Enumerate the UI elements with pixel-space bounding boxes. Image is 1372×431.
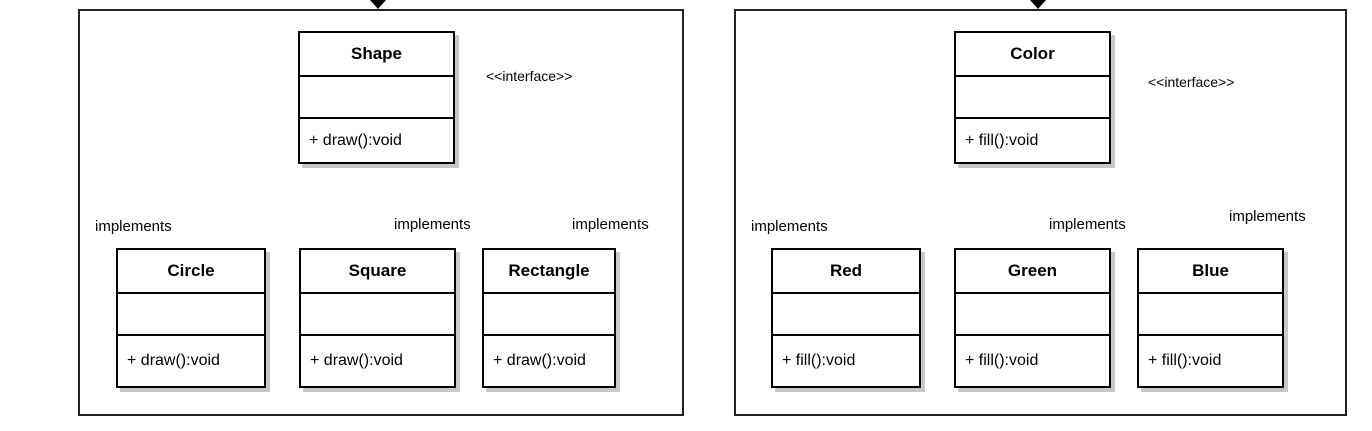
color-stereotype: <<interface>>	[1148, 74, 1235, 90]
square-class-box: Square + draw():void	[299, 248, 456, 388]
attributes-section	[484, 294, 614, 336]
attributes-section	[300, 77, 453, 119]
class-name: Rectangle	[484, 250, 614, 294]
color-interface-box: Color + fill():void	[954, 31, 1111, 164]
class-name: Shape	[300, 33, 453, 77]
rectangle-class-box: Rectangle + draw():void	[482, 248, 616, 388]
attributes-section	[773, 294, 919, 336]
red-class-box: Red + fill():void	[771, 248, 921, 388]
class-name: Square	[301, 250, 454, 294]
implements-label-red: implements	[751, 218, 828, 235]
implements-label-green: implements	[1049, 216, 1126, 233]
attributes-section	[118, 294, 264, 336]
class-name: Circle	[118, 250, 264, 294]
operation: + draw():void	[493, 352, 586, 369]
operation: + fill():void	[965, 131, 1039, 149]
attributes-section	[956, 294, 1109, 336]
implements-label-blue: implements	[1229, 208, 1306, 225]
implements-label-circle: implements	[95, 218, 172, 235]
green-class-box: Green + fill():void	[954, 248, 1111, 388]
class-name: Red	[773, 250, 919, 294]
shape-stereotype: <<interface>>	[486, 68, 573, 84]
incoming-arrowhead-right	[1030, 0, 1046, 9]
blue-class-box: Blue + fill():void	[1137, 248, 1284, 388]
attributes-section	[1139, 294, 1282, 336]
operation: + draw():void	[310, 352, 403, 369]
circle-class-box: Circle + draw():void	[116, 248, 266, 388]
operation: + draw():void	[127, 352, 220, 369]
operation: + fill():void	[1148, 352, 1222, 369]
operation: + fill():void	[782, 352, 856, 369]
incoming-arrowhead-left	[370, 0, 386, 9]
operation: + fill():void	[965, 352, 1039, 369]
attributes-section	[301, 294, 454, 336]
shape-interface-box: Shape + draw():void	[298, 31, 455, 164]
class-name: Blue	[1139, 250, 1282, 294]
implements-label-square: implements	[394, 216, 471, 233]
implements-label-rectangle: implements	[572, 216, 649, 233]
class-name: Color	[956, 33, 1109, 77]
attributes-section	[956, 77, 1109, 119]
operation: + draw():void	[309, 131, 402, 149]
class-name: Green	[956, 250, 1109, 294]
